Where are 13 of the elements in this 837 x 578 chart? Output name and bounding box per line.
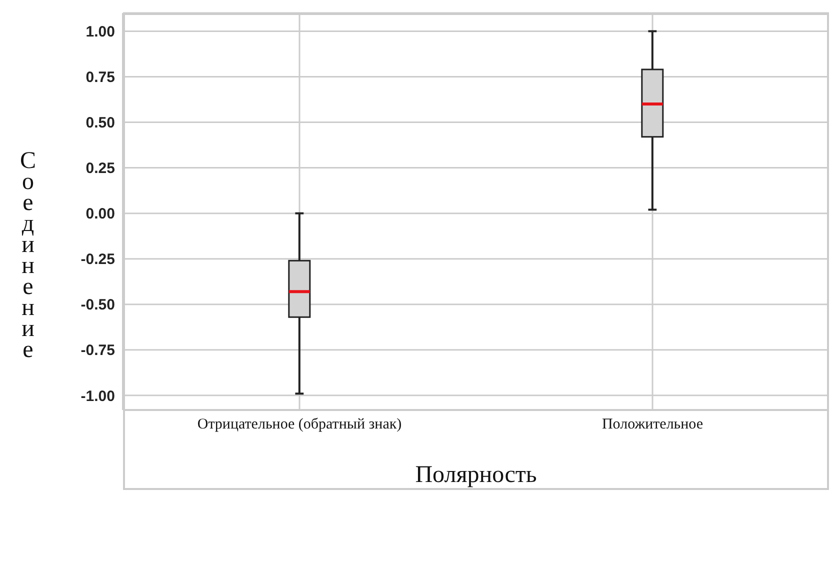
text: Соединение [20, 148, 36, 363]
y-tick-label: 0.75 [86, 69, 115, 86]
y-tick-label: -1.00 [80, 388, 115, 405]
x-tick-label: Отрицательное (обратный знак) [197, 416, 402, 433]
x-tick-label: Положительное [602, 416, 704, 433]
y-tick-label: -0.50 [80, 296, 115, 314]
x-axis-title: Полярность [415, 462, 537, 488]
y-tick-label: -0.25 [80, 251, 115, 268]
y-tick-label: 1.00 [86, 24, 115, 41]
y-tick-label: -0.75 [80, 342, 115, 360]
y-tick-label: 0.25 [86, 160, 115, 178]
y-tick-label: 0.00 [86, 206, 115, 223]
y-tick-label: 0.50 [86, 114, 115, 132]
